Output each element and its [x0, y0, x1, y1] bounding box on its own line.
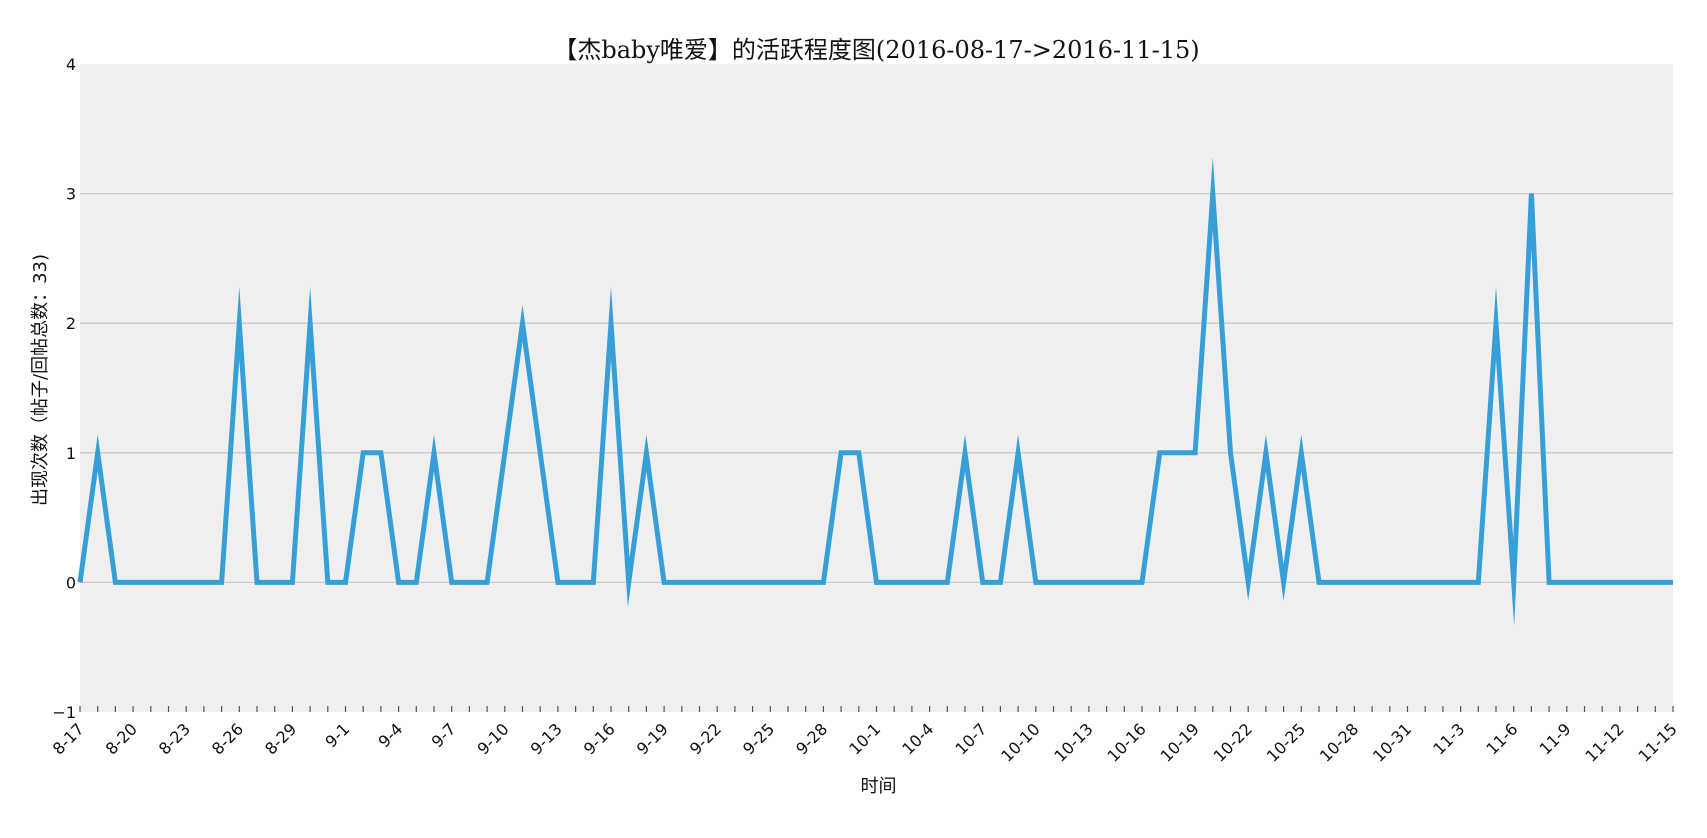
- x-tick-label: 9-13: [527, 719, 566, 758]
- y-tick-label: 1: [66, 444, 76, 463]
- x-tick-label: 9-28: [792, 719, 831, 758]
- x-tick-label: 10-25: [1263, 719, 1309, 765]
- x-tick-label: 8-29: [261, 719, 300, 758]
- x-tick-label: 9-22: [686, 719, 725, 758]
- x-tick-label: 11-9: [1536, 719, 1575, 758]
- x-tick-label: 10-13: [1050, 719, 1096, 765]
- x-tick-label: 10-7: [951, 719, 990, 758]
- x-tick-label: 9-1: [321, 719, 353, 751]
- x-tick-label: 10-4: [898, 719, 937, 758]
- x-tick-label: 10-1: [845, 719, 884, 758]
- y-tick-label: 4: [66, 55, 76, 74]
- x-tick-label: 10-10: [997, 719, 1043, 765]
- x-tick-label: 11-12: [1581, 719, 1627, 765]
- x-axis-ticks: 8-17 8-20 8-23 8-26 8-29 9-1 9-4 9-7 9-10 9-13 9-1…: [49, 706, 1681, 766]
- x-tick-label: 9-4: [375, 719, 407, 751]
- x-tick-label: 10-16: [1104, 719, 1150, 765]
- y-tick-label: −1: [52, 703, 76, 722]
- x-tick-label: 8-20: [102, 719, 141, 758]
- x-tick-label: 9-19: [633, 719, 672, 758]
- x-tick-label: 11-6: [1482, 719, 1521, 758]
- x-tick-label: 10-19: [1157, 719, 1203, 765]
- y-axis-ticks: −1 0 1 2 3 4: [52, 55, 76, 722]
- x-tick-label: 8-17: [49, 719, 88, 758]
- x-tick-label: 8-23: [155, 719, 194, 758]
- x-tick-label: 9-7: [428, 719, 460, 751]
- x-tick-label: 11-15: [1635, 719, 1681, 765]
- plot-area: [80, 64, 1673, 712]
- x-tick-label: 11-3: [1429, 719, 1468, 758]
- y-axis-label: 出现次数（帖子/回帖总数：33): [30, 254, 51, 506]
- y-tick-label: 2: [66, 314, 76, 333]
- chart-title: 【杰baby唯爱】的活跃程度图(2016-08-17->2016-11-15): [553, 36, 1199, 64]
- x-axis-label: 时间: [861, 776, 897, 797]
- x-tick-label: 10-28: [1316, 719, 1362, 765]
- x-tick-label: 10-22: [1210, 719, 1256, 765]
- x-tick-label: 9-16: [580, 719, 619, 758]
- x-tick-label: 9-10: [474, 719, 513, 758]
- x-tick-label: 9-25: [739, 719, 778, 758]
- y-tick-label: 3: [66, 185, 76, 204]
- series-line: [77, 156, 1673, 627]
- y-tick-label: 0: [66, 573, 76, 592]
- x-tick-label: 8-26: [208, 719, 247, 758]
- x-tick-label: 10-31: [1369, 719, 1415, 765]
- series-layer: [77, 156, 1673, 627]
